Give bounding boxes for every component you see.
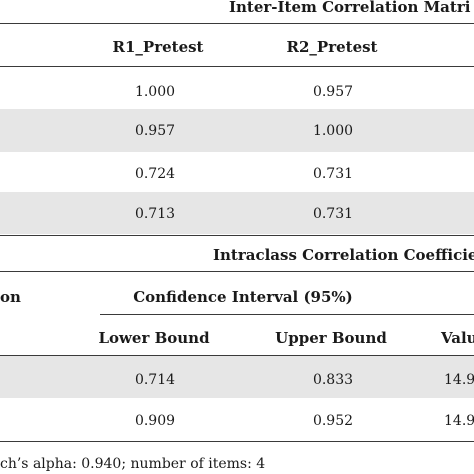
- table-cell: 1.000: [134, 84, 176, 100]
- table-rule: [0, 271, 474, 272]
- table-cell: 0.957: [312, 84, 354, 100]
- upper-bound-header: Upper Bound: [275, 329, 387, 347]
- table-cell: 0.833: [312, 372, 354, 388]
- table-cell: 0.724: [134, 166, 176, 182]
- icc-title: Intraclass Correlation Coefficie: [213, 246, 474, 264]
- table-cell: 0.909: [134, 413, 176, 429]
- table-rule: [0, 66, 474, 67]
- table-cell: 1.000: [312, 123, 354, 139]
- column-header-r1-pretest: R1_Pretest: [112, 38, 204, 56]
- table-rule: [0, 23, 474, 24]
- table-cell: 14.9: [444, 372, 474, 388]
- footnote: ch’s alpha: 0.940; number of items: 4: [0, 456, 266, 472]
- ci-header-rule: [100, 314, 474, 315]
- table-cell: 0.731: [312, 166, 354, 182]
- table-rule: [0, 441, 474, 442]
- row-band: [0, 192, 474, 234]
- correlation-matrix-title: Inter-Item Correlation Matri: [229, 0, 471, 16]
- table-cell: 0.713: [134, 206, 176, 222]
- confidence-interval-header: Confidence Interval (95%): [133, 288, 353, 306]
- table-rule: [0, 235, 474, 236]
- value-header: Valu: [441, 329, 474, 347]
- lower-bound-header: Lower Bound: [98, 329, 210, 347]
- row-band: [0, 356, 474, 398]
- table-cell: 0.952: [312, 413, 354, 429]
- table-rule: [0, 355, 474, 356]
- row-band: [0, 109, 474, 152]
- left-header-fragment: on: [0, 288, 21, 306]
- table-cell: 14.9: [444, 413, 474, 429]
- table-cell: 0.731: [312, 206, 354, 222]
- column-header-r2-pretest: R2_Pretest: [286, 38, 378, 56]
- table-cell: 0.714: [134, 372, 176, 388]
- table-cell: 0.957: [134, 123, 176, 139]
